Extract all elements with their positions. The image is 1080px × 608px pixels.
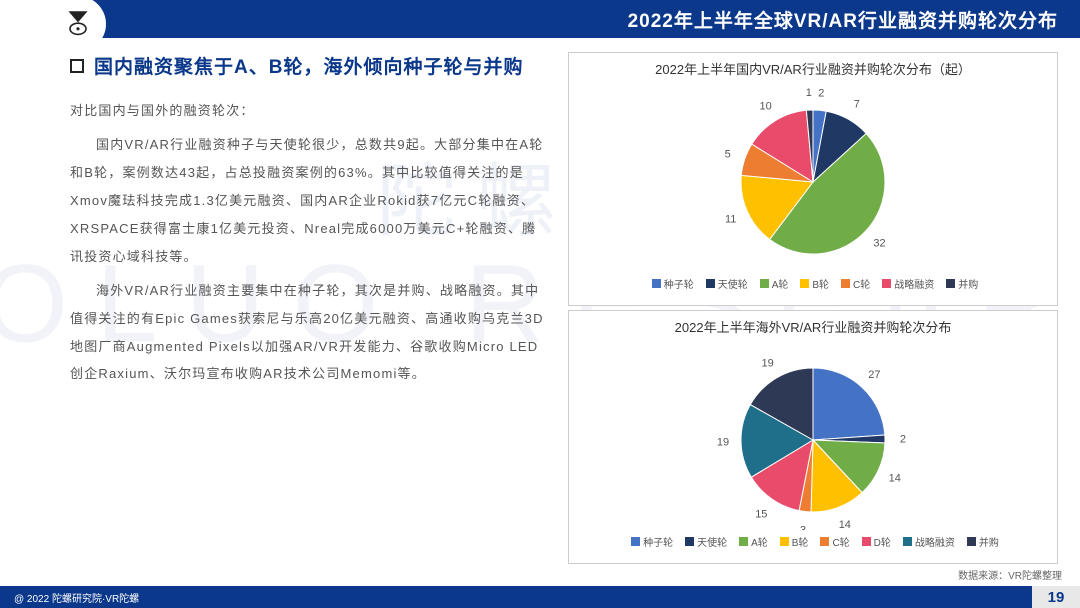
copyright: @ 2022 陀螺研究院·VR陀螺	[14, 590, 139, 605]
chart2-legend: 种子轮天使轮A轮B轮C轮D轮战略融资并购	[569, 530, 1057, 555]
charts-column: 2022年上半年国内VR/AR行业融资并购轮次分布（起） 2732115101 …	[550, 52, 1058, 568]
paragraph-2: 海外VR/AR行业融资主要集中在种子轮，其次是并购、战略融资。其中值得关注的有E…	[70, 277, 550, 389]
chart2-title: 2022年上半年海外VR/AR行业融资并购轮次分布	[569, 311, 1057, 336]
svg-text:15: 15	[755, 509, 767, 521]
content: 国内融资聚焦于A、B轮，海外倾向种子轮与并购 对比国内与国外的融资轮次： 国内V…	[0, 38, 1080, 568]
header: 2022年上半年全球VR/AR行业融资并购轮次分布	[0, 0, 1080, 38]
svg-text:19: 19	[762, 357, 774, 369]
svg-text:10: 10	[759, 100, 771, 112]
svg-text:14: 14	[889, 473, 901, 485]
pie1-svg: 2 7 32 11 5 10 1	[578, 82, 1048, 272]
section-heading: 国内融资聚焦于A、B轮，海外倾向种子轮与并购	[94, 52, 523, 79]
svg-text:1: 1	[806, 87, 812, 99]
data-source: 数据来源：VR陀螺整理	[958, 567, 1062, 582]
chart1-legend: 种子轮天使轮A轮B轮C轮战略融资并购	[569, 272, 1057, 297]
svg-text:32: 32	[873, 238, 885, 250]
svg-text:19: 19	[717, 436, 729, 448]
svg-text:3: 3	[800, 524, 806, 530]
body-text: 对比国内与国外的融资轮次： 国内VR/AR行业融资种子与天使轮很少，总数共9起。…	[70, 97, 550, 388]
pie-chart-overseas: 2022年上半年海外VR/AR行业融资并购轮次分布 27 2 14 14 3 15 19 19…	[568, 310, 1058, 564]
intro-paragraph: 对比国内与国外的融资轮次：	[70, 97, 550, 125]
svg-text:14: 14	[839, 519, 851, 530]
svg-text:27: 27	[868, 369, 880, 381]
page-title: 2022年上半年全球VR/AR行业融资并购轮次分布	[78, 0, 1080, 38]
chart1-title: 2022年上半年国内VR/AR行业融资并购轮次分布（起）	[569, 53, 1057, 78]
svg-text:7: 7	[854, 98, 860, 110]
text-column: 国内融资聚焦于A、B轮，海外倾向种子轮与并购 对比国内与国外的融资轮次： 国内V…	[70, 52, 550, 568]
svg-text:2: 2	[818, 87, 824, 99]
footer: @ 2022 陀螺研究院·VR陀螺 19	[0, 586, 1080, 608]
svg-text:11: 11	[725, 213, 736, 225]
pie-chart-domestic: 2022年上半年国内VR/AR行业融资并购轮次分布（起） 2732115101 …	[568, 52, 1058, 306]
pie2-svg: 27 2 14 14 3 15 19 19	[578, 340, 1048, 530]
page-number: 19	[1032, 586, 1080, 608]
bullet-icon	[70, 59, 84, 73]
paragraph-1: 国内VR/AR行业融资种子与天使轮很少，总数共9起。大部分集中在A轮和B轮，案例…	[70, 131, 550, 271]
svg-text:2: 2	[900, 434, 906, 446]
svg-text:5: 5	[725, 148, 731, 160]
